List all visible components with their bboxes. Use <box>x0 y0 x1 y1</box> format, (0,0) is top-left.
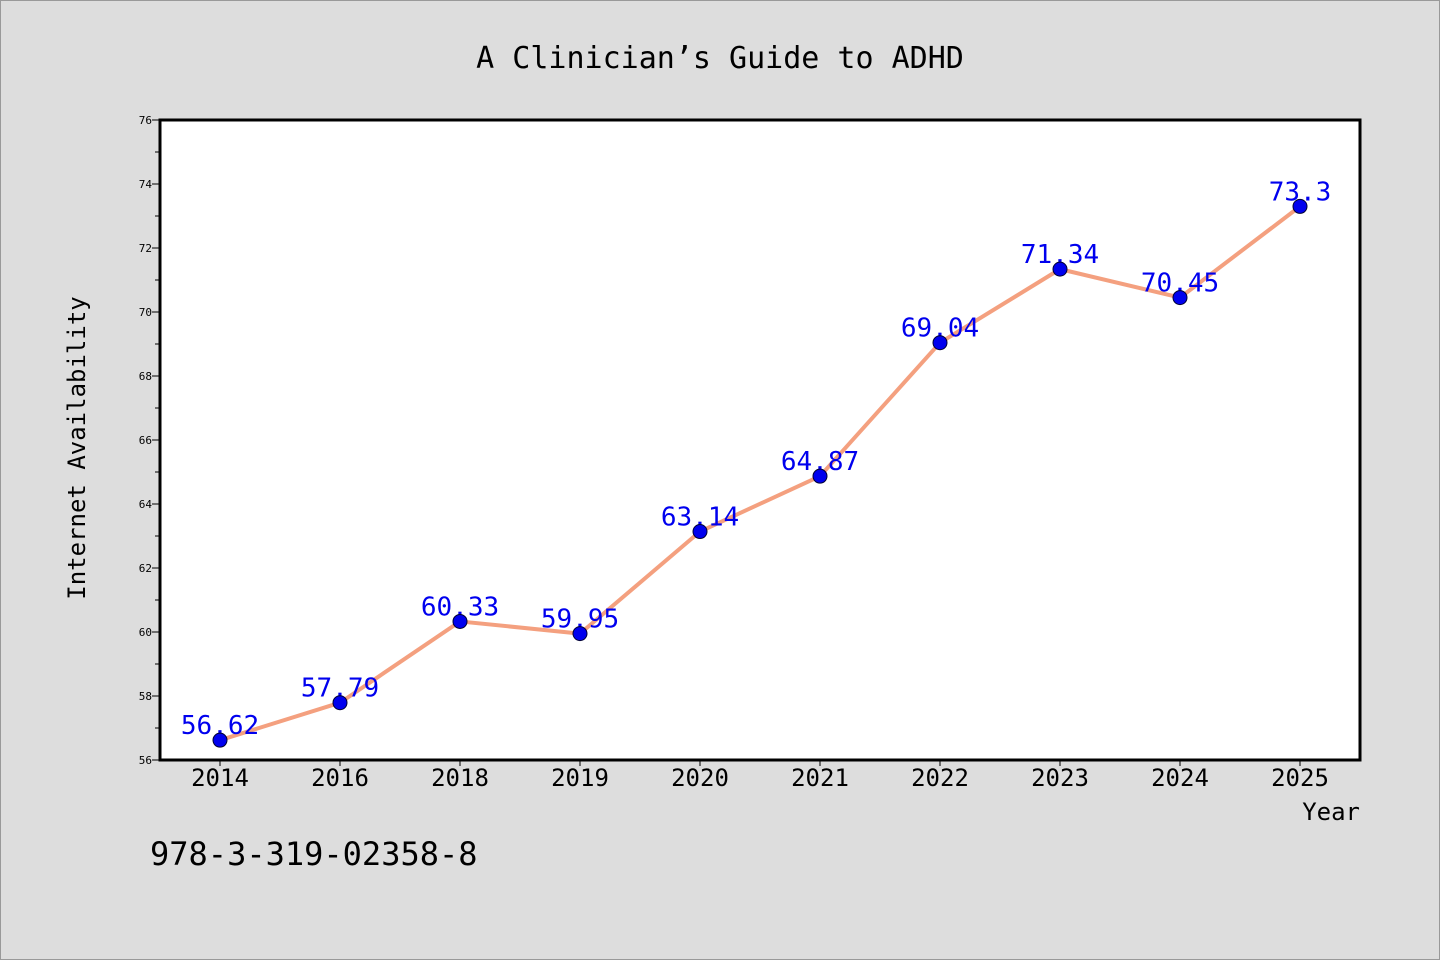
y-tick-label: 70 <box>139 306 152 319</box>
x-axis-label: Year <box>1302 798 1360 826</box>
x-tick-label: 2014 <box>191 764 249 792</box>
data-point <box>332 695 348 711</box>
isbn-text: 978-3-319-02358-8 <box>150 835 478 873</box>
x-tick-label: 2025 <box>1271 764 1329 792</box>
x-tick-label: 2024 <box>1151 764 1209 792</box>
x-tick-label: 2023 <box>1031 764 1089 792</box>
y-tick-label: 74 <box>139 178 153 191</box>
plot-area <box>160 120 1360 760</box>
y-tick-label: 68 <box>139 370 152 383</box>
data-point <box>572 626 588 642</box>
plot-frame <box>158 118 1362 762</box>
y-tick-label: 56 <box>139 754 152 767</box>
x-tick-label: 2022 <box>911 764 969 792</box>
chart-title: A Clinician’s Guide to ADHD <box>476 41 964 76</box>
y-tick-label: 64 <box>139 498 153 511</box>
data-point <box>1172 290 1188 306</box>
y-tick-label: 72 <box>139 242 152 255</box>
x-tick-label: 2020 <box>671 764 729 792</box>
data-point <box>212 732 228 748</box>
data-point <box>1052 261 1068 277</box>
y-tick-label: 58 <box>139 690 152 703</box>
y-tick-label: 60 <box>139 626 152 639</box>
data-point <box>452 613 468 629</box>
x-axis-ticks: 2014 2016 2018 2019 2020 2021 2022 2023 2024 2025 <box>191 760 1329 792</box>
x-tick-label: 2019 <box>551 764 609 792</box>
data-point <box>692 524 708 540</box>
x-tick-label: 2016 <box>311 764 369 792</box>
x-tick-label: 2018 <box>431 764 489 792</box>
data-point <box>1292 198 1308 214</box>
y-tick-label: 66 <box>139 434 152 447</box>
data-point <box>932 335 948 351</box>
data-point <box>812 468 828 484</box>
series-line <box>218 204 1302 743</box>
y-tick-label: 62 <box>139 562 152 575</box>
y-axis-label: Internet Availability <box>63 296 91 599</box>
y-tick-label: 76 <box>139 114 152 127</box>
x-tick-label: 2021 <box>791 764 849 792</box>
